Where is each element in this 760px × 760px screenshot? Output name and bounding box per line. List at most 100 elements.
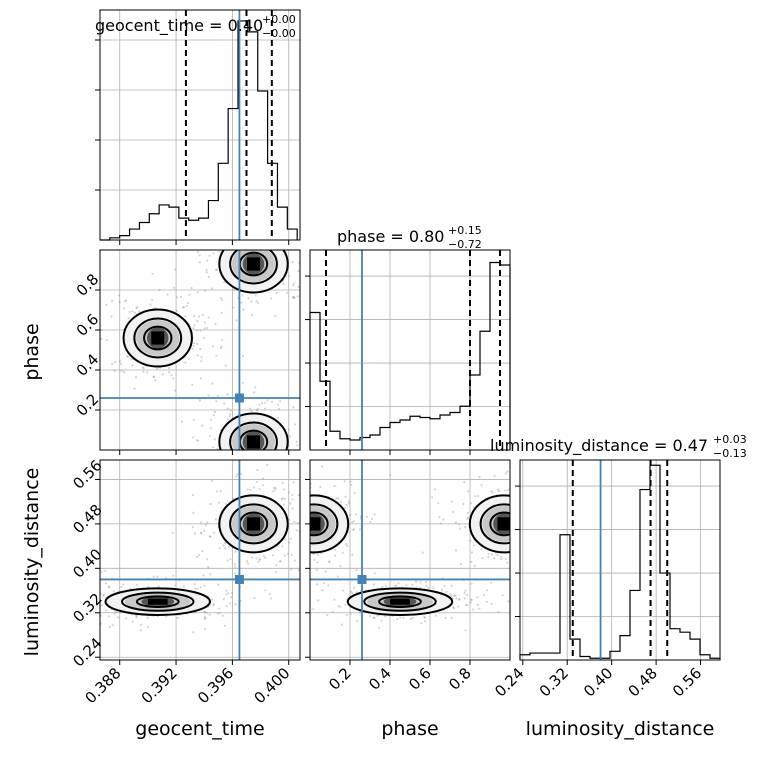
scatter-point (228, 472, 230, 474)
scatter-point (531, 516, 533, 518)
scatter-point (373, 572, 376, 575)
scatter-point (210, 287, 214, 290)
scatter-point (548, 536, 550, 538)
scatter-point (471, 608, 474, 611)
scatter-point (554, 536, 556, 538)
scatter-point (316, 583, 319, 586)
scatter-point (517, 523, 519, 525)
scatter-point (284, 554, 287, 557)
scatter-point (285, 291, 289, 294)
scatter-point (282, 280, 285, 283)
scatter-point (191, 525, 194, 529)
scatter-point (212, 446, 215, 449)
scatter-point (94, 339, 96, 341)
scatter-point (402, 616, 405, 619)
scatter-point (533, 511, 535, 513)
scatter-point (266, 243, 268, 245)
scatter-point (297, 285, 300, 288)
scatter-point (409, 617, 412, 621)
scatter-point (277, 216, 279, 218)
scatter-point (389, 474, 392, 477)
scatter-point (193, 532, 196, 535)
panel-frame-phase-hist (309, 249, 511, 451)
scatter-point (295, 440, 298, 443)
scatter-point (528, 539, 530, 541)
scatter-point (512, 479, 514, 481)
scatter-point (269, 491, 271, 493)
scatter-point (545, 558, 547, 560)
scatter-point (432, 586, 435, 590)
scatter-point (419, 581, 422, 584)
xtick-label-phase_x-3: 0.8 (445, 664, 475, 694)
contour-level-1-1-2 (135, 595, 180, 608)
scatter-point (261, 401, 264, 405)
scatter-point (263, 487, 265, 489)
scatter-point (142, 367, 145, 370)
scatter-point (264, 407, 267, 410)
scatter-point (107, 615, 110, 618)
scatter-point (384, 615, 387, 618)
scatter-point (308, 302, 310, 304)
scatter-point (481, 557, 484, 560)
scatter-point (527, 552, 529, 554)
scatter-point (351, 521, 354, 524)
scatter-point (278, 490, 280, 492)
scatter-point (236, 452, 238, 454)
scatter-point (261, 477, 265, 480)
scatter-point (272, 467, 274, 469)
scatter-point (515, 546, 517, 548)
scatter-point (206, 326, 209, 330)
scatter-point (252, 451, 254, 453)
scatter-point (355, 569, 358, 572)
scatter-point (396, 618, 399, 621)
truth-marker-0 (234, 393, 244, 403)
contour-level-1-1-1 (120, 591, 195, 612)
scatter-point (291, 532, 293, 534)
scatter-point (234, 565, 237, 568)
scatter-point (228, 235, 230, 237)
scatter-point (344, 603, 347, 607)
scatter-point (513, 528, 515, 530)
scatter-point (246, 560, 249, 563)
scatter-point (278, 465, 280, 467)
scatter-point (316, 553, 320, 556)
scatter-point (301, 446, 303, 448)
density-peak-0-2 (151, 331, 165, 345)
scatter-point (131, 620, 134, 623)
scatter-point (545, 516, 547, 518)
ylabel-luminosity-distance: luminosity_distance (21, 468, 43, 657)
scatter-point (278, 470, 280, 472)
contour-level-0-2-1 (133, 317, 183, 359)
scatter-point (267, 474, 269, 476)
scatter-point (291, 507, 294, 510)
scatter-point (293, 473, 295, 475)
scatter-point (197, 247, 199, 249)
scatter-point (307, 488, 309, 490)
scatter-point (194, 244, 196, 246)
scatter-point (255, 452, 257, 454)
scatter-point (229, 409, 232, 412)
scatter-point (211, 345, 214, 348)
scatter-point (193, 324, 196, 327)
scatter-point (454, 521, 457, 524)
scatter-point (506, 489, 509, 492)
scatter-point (197, 439, 200, 442)
scatter-point (454, 549, 458, 552)
scatter-point (135, 307, 138, 310)
scatter-point (225, 589, 228, 592)
scatter-point (548, 545, 550, 547)
scatter-point (301, 254, 303, 256)
scatter-point (504, 472, 508, 475)
scatter-point (516, 521, 518, 523)
scatter-point (107, 585, 110, 588)
scatter-point (214, 243, 216, 245)
scatter-point (493, 557, 496, 560)
scatter-point (489, 490, 493, 493)
scatter-point (286, 552, 289, 555)
scatter-point (283, 497, 287, 500)
scatter-point (104, 569, 107, 573)
scatter-point (312, 553, 315, 556)
xtick-label-geocent_time-3: 0.400 (250, 664, 293, 707)
scatter-point (455, 597, 458, 600)
